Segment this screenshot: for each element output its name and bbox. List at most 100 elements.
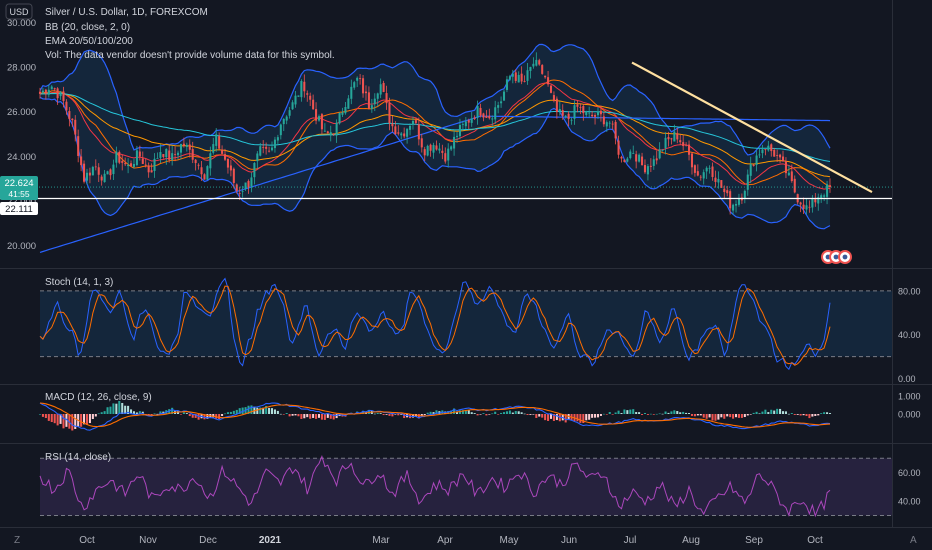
candle [300,79,303,102]
candle [226,158,229,174]
candle [185,142,188,152]
rsi-band [40,457,892,517]
candle-body [206,166,209,180]
candle [588,106,591,118]
macd-hist-bar [544,414,547,421]
macd-hist-bar [315,414,318,419]
candle [106,170,109,175]
macd-hist-bar [746,414,749,416]
macd-hist-bar [235,409,238,414]
ema-50-line [39,92,831,178]
candle-body [667,137,670,140]
candle [168,145,171,163]
candle [823,193,826,202]
candle [614,119,617,145]
candle-body [635,154,638,162]
macd-hist-bar [594,414,597,418]
candle-body [473,117,476,119]
candle-body [638,154,641,162]
candle-body [115,151,118,163]
candle [285,115,288,125]
stoch-tick-label: 0.00 [898,374,916,384]
event-markers[interactable] [821,250,852,264]
candle-body [532,63,535,67]
candle-body [535,59,538,66]
macd-hist-bar [106,407,109,414]
candle [397,125,400,136]
macd-hist-bar [411,414,415,418]
macd-hist-bar [690,414,693,416]
candle [702,169,705,185]
candle [658,142,661,160]
macd-hist-bar [737,414,740,418]
candle [749,156,752,184]
candle-body [438,148,441,151]
candle-body [150,170,153,173]
candle-body [576,104,579,107]
macd-hist-bar [467,410,470,414]
candle [635,150,638,169]
auto-scale-icon[interactable]: A [910,535,917,546]
macd-hist-bar [74,414,77,430]
candle-body [356,77,359,81]
candle [62,86,65,108]
zoom-icon[interactable]: Z [14,535,20,546]
ema-100-line [40,92,831,162]
candle-body [447,148,450,161]
macd-hist-bar [153,413,156,415]
candle-body [784,160,787,174]
macd-hist-bar [276,410,279,414]
candle-body [764,149,767,151]
candle-body [573,105,576,119]
macd-hist-bar [599,414,602,416]
candle [514,69,517,84]
candle-body [511,73,514,77]
candle-body [168,150,171,160]
candle [690,151,693,175]
stoch-axis: 0.00 40.00 80.00 [898,286,921,384]
currency-badge[interactable]: USD [5,3,33,20]
time-axis[interactable]: Oct Nov Dec 2021 Mar Apr May Jun Jul Aug Sep Oct [79,535,823,546]
trendline[interactable] [631,61,873,194]
macd-hist-bar [379,413,382,414]
candle-body [617,140,620,155]
candle-body [802,204,805,209]
candle [570,117,573,125]
candle-body [555,98,558,113]
candle [394,121,397,136]
candle-body [714,177,717,182]
macd-hist-bar [464,409,467,414]
macd-hist-bar [494,411,497,414]
candle [699,174,702,181]
stoch-k-line [39,277,831,371]
candle-body [611,123,614,125]
candle [447,143,450,168]
candle-body [670,138,673,140]
candle [576,100,579,113]
candle-body [56,88,59,99]
macd-hist-bar [127,405,130,414]
candle [638,153,641,163]
macd-hist-bar [505,411,508,414]
candle-body [685,144,688,146]
candle-body [74,119,77,135]
candle-body [341,112,344,115]
candle [602,112,605,127]
candle [485,110,488,118]
candle-body [588,112,591,114]
candle-body [215,134,218,146]
macd-hist-bar [291,414,294,416]
candle-body [297,95,300,97]
macd-hist-bar [223,413,227,415]
candle [112,159,115,181]
candle-body [191,149,194,160]
candle-body [88,172,91,176]
candle-body [177,152,180,156]
macd-hist-bar [188,414,191,417]
candle-body [221,149,224,154]
macd-hist-bar [447,410,450,414]
candle [828,178,832,193]
candlesticks [38,52,832,215]
candle [59,91,62,100]
